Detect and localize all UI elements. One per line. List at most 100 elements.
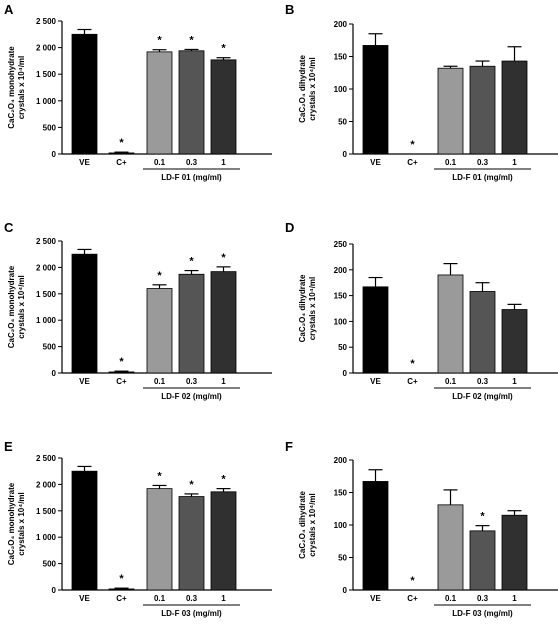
bar-1 [210,59,237,155]
bar-VE [71,253,98,374]
significance-marker: * [119,573,124,585]
y-tick-label: 500 [43,123,57,132]
y-tick-label: 2 000 [36,263,57,272]
y-axis-label: CaC₂O₄ monohydratecrystals x 10⁴/ml [7,482,26,565]
y-axis-label: CaC₂O₄ dihydratecrystals x 10⁴/ml [298,55,317,123]
x-tick-label: 0.3 [186,158,198,167]
x-tick-label: VE [370,158,381,167]
panel-D: D CaC₂O₄ dihydratecrystals x 10⁴/ml 0 50 100… [285,220,558,401]
x-tick-label: C+ [407,377,418,386]
x-tick-label: VE [370,377,381,386]
panel-label: A [4,2,14,17]
significance-marker: * [157,270,162,282]
y-tick-label: 100 [334,521,348,530]
x-tick-label: C+ [407,158,418,167]
y-axis-label-line2: crystals x 10⁴/ml [308,493,317,557]
y-tick-label: 100 [334,317,348,326]
panel-E: E CaC₂O₄ monohydratecrystals x 10⁴/ml 0 500… [4,439,272,618]
x-tick-label: 1 [221,158,226,167]
y-tick-label: 150 [334,292,348,301]
significance-marker: * [189,256,194,268]
significance-marker: * [157,35,162,47]
significance-marker: * [221,252,226,264]
y-tick-label: 1 000 [36,533,57,542]
x-tick-label: 1 [221,377,226,386]
y-axis-label-line1: CaC₂O₄ dihydrate [298,491,307,559]
x-tick-label: 0.1 [154,377,166,386]
panel-label: D [285,220,294,235]
x-tick-label: 0.1 [445,158,457,167]
x-tick-label: VE [79,594,90,603]
x-tick-label: VE [79,377,90,386]
y-axis-label-line2: crystals x 10⁴/ml [308,57,317,121]
y-tick-label: 0 [52,369,57,378]
significance-marker: * [157,470,162,482]
y-tick-label: 0 [52,586,57,595]
panel-label: B [285,2,294,17]
group-label: LD-F 03 (mg/ml) [452,609,513,618]
x-tick-label: 0.1 [154,158,166,167]
x-tick-label: C+ [407,594,418,603]
y-tick-label: 50 [338,343,347,352]
y-tick-label: 250 [334,240,348,249]
bar-0.1 [437,274,464,374]
bar-0.3 [469,65,496,155]
y-tick-label: 50 [338,554,347,563]
panel-A: A CaC₂O₄ monohydratecrystals x 10⁴/ml 0 500… [4,2,272,182]
significance-marker: * [189,479,194,491]
y-tick-label: 100 [334,85,348,94]
x-tick-label: 0.3 [477,594,489,603]
y-axis-label: CaC₂O₄ dihydratecrystals x 10⁴/ml [298,274,317,342]
x-tick-label: 0.3 [186,377,198,386]
group-label: LD-F 02 (mg/ml) [161,392,222,401]
y-axis-label-line2: crystals x 10⁴/ml [17,275,26,339]
significance-marker: * [221,43,226,55]
bar-0.3 [469,291,496,374]
significance-marker: * [221,474,226,486]
group-label: LD-F 01 (mg/ml) [161,173,222,182]
bar-VE [71,33,98,155]
y-axis-label-line1: CaC₂O₄ monohydrate [7,482,16,565]
y-tick-label: 2 500 [36,237,57,246]
significance-marker: * [410,575,415,587]
panel-label: F [285,439,293,454]
y-tick-label: 1 500 [36,507,57,516]
y-tick-label: 0 [343,369,348,378]
x-tick-label: 0.1 [154,594,166,603]
group-label: LD-F 03 (mg/ml) [161,609,222,618]
x-tick-label: C+ [116,377,127,386]
significance-marker: * [119,356,124,368]
significance-marker: * [189,34,194,46]
panel-label: E [4,439,13,454]
x-tick-label: C+ [116,158,127,167]
bar-0.1 [437,504,464,591]
x-tick-label: 1 [512,158,517,167]
y-axis-label-line2: crystals x 10⁴/ml [308,277,317,341]
y-tick-label: 500 [43,560,57,569]
x-tick-label: 0.3 [477,158,489,167]
y-tick-label: 2 500 [36,17,57,26]
x-tick-label: 1 [512,377,517,386]
x-tick-label: 0.3 [186,594,198,603]
y-tick-label: 150 [334,489,348,498]
x-tick-label: VE [370,594,381,603]
significance-marker: * [410,139,415,151]
bar-VE [362,481,389,591]
y-tick-label: 150 [334,53,348,62]
bar-C+ [108,371,135,374]
panel-label: C [4,220,14,235]
y-tick-label: 0 [343,150,348,159]
y-axis-label-line1: CaC₂O₄ dihydrate [298,55,307,123]
x-tick-label: 1 [512,594,517,603]
bar-1 [501,514,528,591]
panel-B: B CaC₂O₄ dihydratecrystals x 10⁴/ml 0 50 100… [285,2,558,182]
bar-0.1 [146,488,173,591]
bar-1 [501,60,528,155]
y-axis-label: CaC₂O₄ monohydratecrystals x 10⁴/ml [7,46,26,129]
bar-C+ [108,588,135,591]
y-tick-label: 2 500 [36,454,57,463]
y-tick-label: 2 000 [36,44,57,53]
y-tick-label: 1 000 [36,97,57,106]
y-tick-label: 2 000 [36,480,57,489]
